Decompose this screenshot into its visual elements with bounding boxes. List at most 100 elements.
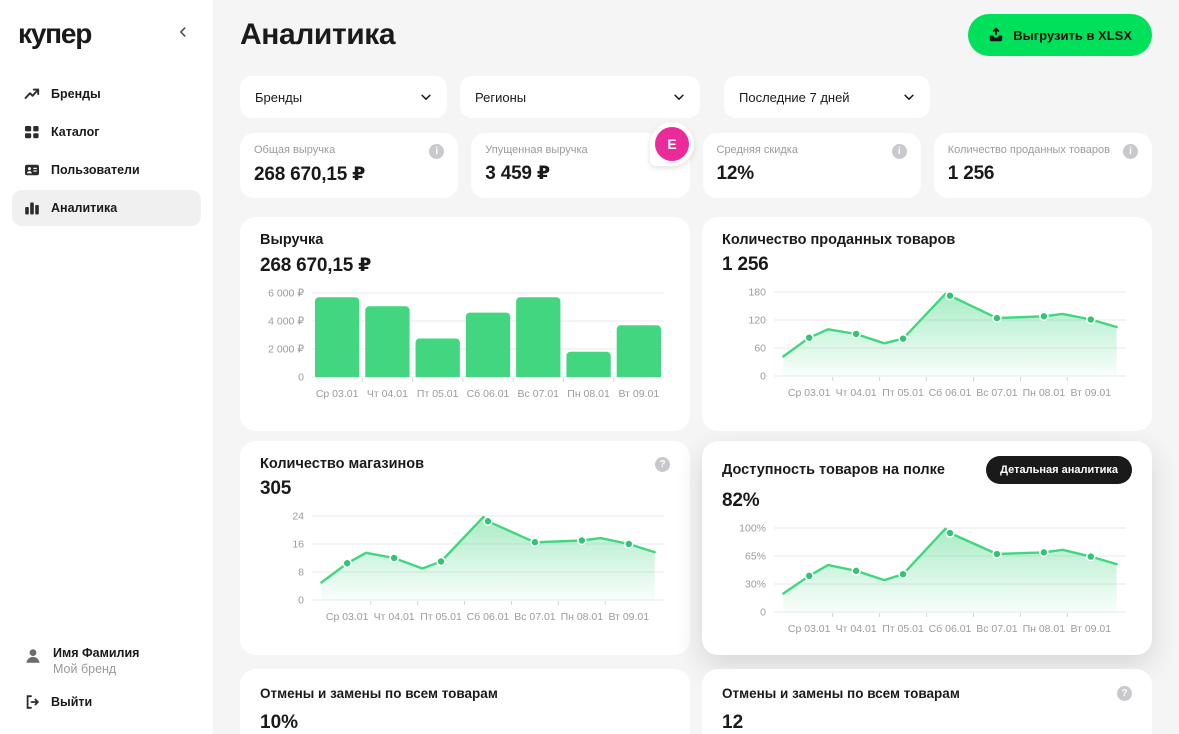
kpi-label: Количество проданных товаров — [947, 144, 1110, 156]
regions-filter-dropdown[interactable]: Регионы — [460, 76, 700, 118]
kpi-value: 1 256 — [947, 163, 995, 184]
chevron-down-icon — [419, 90, 433, 104]
chart-value: 1 256 — [722, 254, 769, 275]
cancellations-card: Отмены и замены по всем товарам 10% — [240, 669, 690, 734]
users-icon — [24, 162, 40, 178]
sidebar-bottom: Имя Фамилия Мой бренд Выйти — [12, 646, 201, 720]
sidebar: купер Бренды Каталог — [0, 0, 213, 734]
svg-text:0: 0 — [760, 371, 766, 383]
svg-text:30%: 30% — [745, 579, 766, 591]
svg-text:24: 24 — [292, 511, 304, 523]
svg-text:Пн 08.01: Пн 08.01 — [1023, 387, 1066, 399]
logout-button[interactable]: Выйти — [12, 694, 201, 710]
sidebar-item-catalog[interactable]: Каталог — [12, 114, 201, 150]
brands-filter-dropdown[interactable]: Бренды — [240, 76, 447, 118]
svg-text:Пт 05.01: Пт 05.01 — [882, 623, 924, 635]
detailed-analytics-button[interactable]: Детальная аналитика — [986, 456, 1132, 484]
sidebar-item-brands[interactable]: Бренды — [12, 76, 201, 112]
user-name: Имя Фамилия — [53, 646, 140, 660]
svg-text:Ср 03.01: Ср 03.01 — [316, 388, 359, 400]
card-title: Отмены и замены по всем товарам — [260, 686, 498, 701]
chart-card-shelf-availability: Доступность товаров на полке Детальная а… — [702, 441, 1152, 655]
help-icon[interactable]: ? — [655, 456, 670, 472]
svg-text:6 000 ₽: 6 000 ₽ — [268, 288, 304, 300]
svg-text:Сб 06.01: Сб 06.01 — [929, 623, 972, 635]
svg-text:Вс 07.01: Вс 07.01 — [976, 387, 1018, 399]
user-role: Мой бренд — [53, 662, 117, 676]
svg-text:0: 0 — [298, 595, 304, 607]
svg-text:60: 60 — [754, 343, 766, 355]
svg-text:2 000 ₽: 2 000 ₽ — [268, 344, 304, 356]
svg-text:Ср 03.01: Ср 03.01 — [326, 611, 369, 623]
svg-text:65%: 65% — [745, 550, 766, 562]
chart-card-revenue: Выручка 268 670,15 ₽ 0 2 000 ₽ 4 000 ₽ 6 00… — [240, 217, 690, 431]
svg-text:100%: 100% — [739, 523, 766, 535]
kpi-card-items-sold: Количество проданных товаров i 1 256 — [933, 133, 1152, 198]
svg-text:Ср 03.01: Ср 03.01 — [788, 387, 831, 399]
svg-text:Пт 05.01: Пт 05.01 — [420, 611, 462, 623]
svg-text:8: 8 — [298, 567, 304, 579]
chart-title: Доступность товаров на полке — [722, 462, 945, 478]
card-value: 10% — [260, 712, 299, 733]
svg-text:Вт 09.01: Вт 09.01 — [1070, 623, 1111, 635]
page-title: Аналитика — [240, 18, 396, 51]
svg-text:Пн 08.01: Пн 08.01 — [1023, 623, 1066, 635]
filters-row: Бренды Регионы Последние 7 дней — [240, 76, 1152, 118]
info-icon[interactable]: i — [429, 144, 445, 159]
revenue-bar-chart: 0 2 000 ₽ 4 000 ₽ 6 000 ₽ Ср 03.01 Чт 04.01 Пт… — [260, 283, 670, 407]
svg-text:0: 0 — [298, 372, 304, 384]
chevron-down-icon — [902, 90, 916, 104]
svg-text:Вс 07.01: Вс 07.01 — [518, 388, 560, 400]
kpi-value: 268 670,15 ₽ — [254, 164, 366, 185]
chart-title: Количество магазинов — [260, 456, 425, 472]
svg-text:4 000 ₽: 4 000 ₽ — [268, 316, 304, 328]
svg-text:Чт 04.01: Чт 04.01 — [374, 611, 415, 623]
bottom-cards-row: Отмены и замены по всем товарам 10% Отме… — [240, 669, 1152, 734]
kpi-card-total-revenue: Общая выручка i 268 670,15 ₽ — [240, 133, 459, 198]
sidebar-item-label: Бренды — [51, 87, 101, 101]
chart-value: 268 670,15 ₽ — [260, 255, 372, 276]
card-value: 12 — [722, 712, 744, 733]
kpi-label: Общая выручка — [254, 144, 336, 156]
sidebar-collapse-button[interactable] — [171, 22, 195, 46]
svg-text:Пн 08.01: Пн 08.01 — [567, 388, 610, 400]
chart-card-items-sold: Количество проданных товаров 1 256 0 60 12… — [702, 217, 1152, 431]
chart-value: 305 — [260, 478, 292, 499]
kpi-label: Средняя скидка — [716, 144, 798, 156]
svg-text:Чт 04.01: Чт 04.01 — [836, 387, 877, 399]
sidebar-item-users[interactable]: Пользователи — [12, 152, 201, 188]
svg-text:Пт 05.01: Пт 05.01 — [882, 387, 924, 399]
sidebar-nav: Бренды Каталог Пользователи Аналитика — [12, 76, 201, 226]
logout-label: Выйти — [51, 695, 93, 709]
stores-area-chart: 0 8 16 24 Ср 03.01 Чт 04.01 Пт 05.01 Сб 06.01 Вс… — [260, 506, 670, 630]
user-profile[interactable]: Имя Фамилия Мой бренд — [12, 646, 201, 676]
kpi-card-average-discount: Средняя скидка i 12% — [702, 133, 921, 198]
kpi-value: 3 459 ₽ — [485, 162, 550, 184]
svg-text:Вт 09.01: Вт 09.01 — [1070, 387, 1111, 399]
sidebar-item-label: Аналитика — [51, 201, 118, 215]
items-sold-area-chart: 0 60 120 180 Ср 03.01 Чт 04.01 Пт 05.01 Сб 06.0… — [722, 282, 1132, 406]
svg-text:Сб 06.01: Сб 06.01 — [467, 611, 510, 623]
export-xlsx-button[interactable]: Выгрузить в XLSX — [968, 14, 1152, 56]
svg-text:Пт 05.01: Пт 05.01 — [417, 388, 459, 400]
svg-text:Ср 03.01: Ср 03.01 — [788, 623, 831, 635]
info-icon[interactable]: i — [891, 144, 907, 159]
svg-text:180: 180 — [748, 287, 766, 299]
main-content: Аналитика Выгрузить в XLSX Бренды Регион… — [213, 0, 1179, 734]
info-icon[interactable]: i — [1123, 144, 1138, 159]
help-icon[interactable]: ? — [1117, 686, 1132, 701]
upload-icon — [988, 27, 1004, 43]
sidebar-item-label: Каталог — [51, 125, 100, 139]
svg-text:Вт 09.01: Вт 09.01 — [619, 388, 660, 400]
chevron-down-icon — [672, 90, 686, 104]
svg-text:120: 120 — [748, 315, 766, 327]
brands-filter-value: Бренды — [255, 89, 303, 105]
svg-text:Пн 08.01: Пн 08.01 — [561, 611, 604, 623]
trending-up-icon — [24, 86, 40, 102]
collaborator-cursor-badge[interactable]: E — [650, 122, 694, 166]
period-filter-dropdown[interactable]: Последние 7 дней — [724, 76, 930, 118]
bar-chart-icon — [24, 200, 40, 216]
chart-card-stores: Количество магазинов ? 305 0 8 16 24 Ср 03.0… — [240, 441, 690, 655]
sidebar-item-analytics[interactable]: Аналитика — [12, 190, 201, 226]
card-title: Отмены и замены по всем товарам — [722, 686, 960, 701]
